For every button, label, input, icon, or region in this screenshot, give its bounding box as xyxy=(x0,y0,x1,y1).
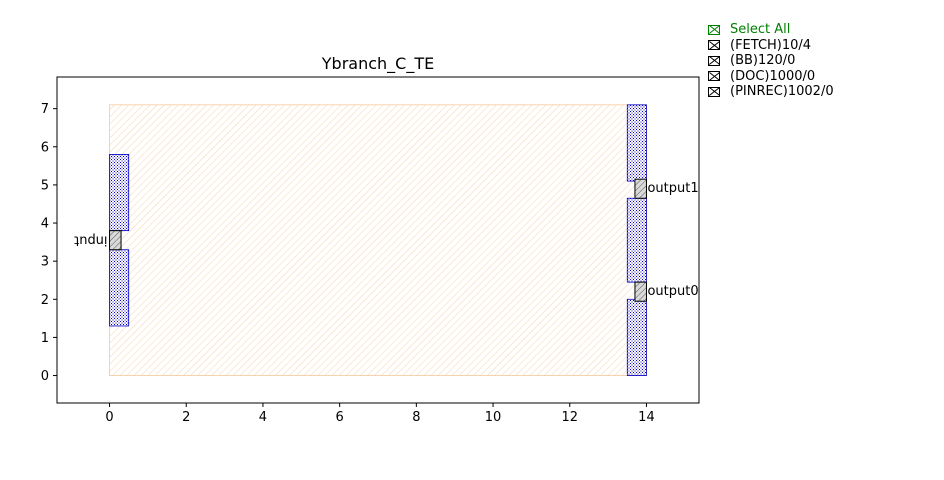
y-tick-label: 5 xyxy=(41,178,49,193)
x-tick-label: 2 xyxy=(182,410,190,425)
layer-legend: Select All (FETCH)10/4 (BB)120/0 (DOC)10… xyxy=(708,22,834,100)
checkbox-icon[interactable] xyxy=(708,86,720,97)
waveguide-segment xyxy=(626,298,647,376)
layer-toggle-fetch[interactable]: (FETCH)10/4 xyxy=(708,38,834,54)
y-tick-label: 4 xyxy=(41,217,49,232)
layer-label: (DOC)1000/0 xyxy=(730,68,816,84)
x-tick-label: 0 xyxy=(105,410,113,425)
layer-toggle-doc[interactable]: (DOC)1000/0 xyxy=(708,69,834,85)
plot-area: input output0 output1 xyxy=(74,104,699,376)
checkbox-icon[interactable] xyxy=(708,40,720,51)
waveguide-segment xyxy=(109,154,130,232)
floorplan-region xyxy=(109,104,647,376)
waveguide-segment xyxy=(626,197,647,283)
pin-output0 xyxy=(634,281,647,302)
y-tick-label: 3 xyxy=(41,255,49,270)
pin-label-output1: output1 xyxy=(647,181,698,196)
plot-title: Ybranch_C_TE xyxy=(321,54,434,74)
checkbox-icon[interactable] xyxy=(708,24,720,35)
select-all-label: Select All xyxy=(730,22,791,37)
checkbox-icon[interactable] xyxy=(708,55,720,66)
layer-label: (BB)120/0 xyxy=(730,53,796,68)
x-tick-label: 6 xyxy=(336,410,344,425)
waveguide-segment xyxy=(109,249,130,327)
x-tick-label: 10 xyxy=(485,410,502,425)
y-axis-ticks: 0 1 2 3 4 5 6 7 xyxy=(41,102,57,384)
x-tick-label: 14 xyxy=(638,410,655,425)
pin-label-input: input xyxy=(74,233,107,248)
x-tick-label: 8 xyxy=(412,410,420,425)
layer-toggle-bb[interactable]: (BB)120/0 xyxy=(708,53,834,69)
axes-frame xyxy=(56,76,700,404)
y-tick-label: 0 xyxy=(41,369,49,384)
checkbox-icon[interactable] xyxy=(708,71,720,82)
y-tick-label: 1 xyxy=(41,331,49,346)
layer-toggle-pinrec[interactable]: (PINREC)1002/0 xyxy=(708,84,834,100)
waveguide-segment xyxy=(626,104,647,182)
pin-output1 xyxy=(634,178,647,199)
pin-input xyxy=(109,230,122,251)
y-tick-label: 2 xyxy=(41,293,49,308)
x-tick-label: 4 xyxy=(259,410,267,425)
select-all-toggle[interactable]: Select All xyxy=(708,22,834,38)
y-tick-label: 7 xyxy=(41,102,49,117)
y-tick-label: 6 xyxy=(41,140,49,155)
x-tick-label: 12 xyxy=(561,410,578,425)
layer-label: (PINREC)1002/0 xyxy=(730,84,834,99)
x-axis-ticks: 0 2 4 6 8 10 12 14 xyxy=(105,403,655,425)
pin-label-output0: output0 xyxy=(647,284,698,299)
layer-label: (FETCH)10/4 xyxy=(730,37,812,53)
